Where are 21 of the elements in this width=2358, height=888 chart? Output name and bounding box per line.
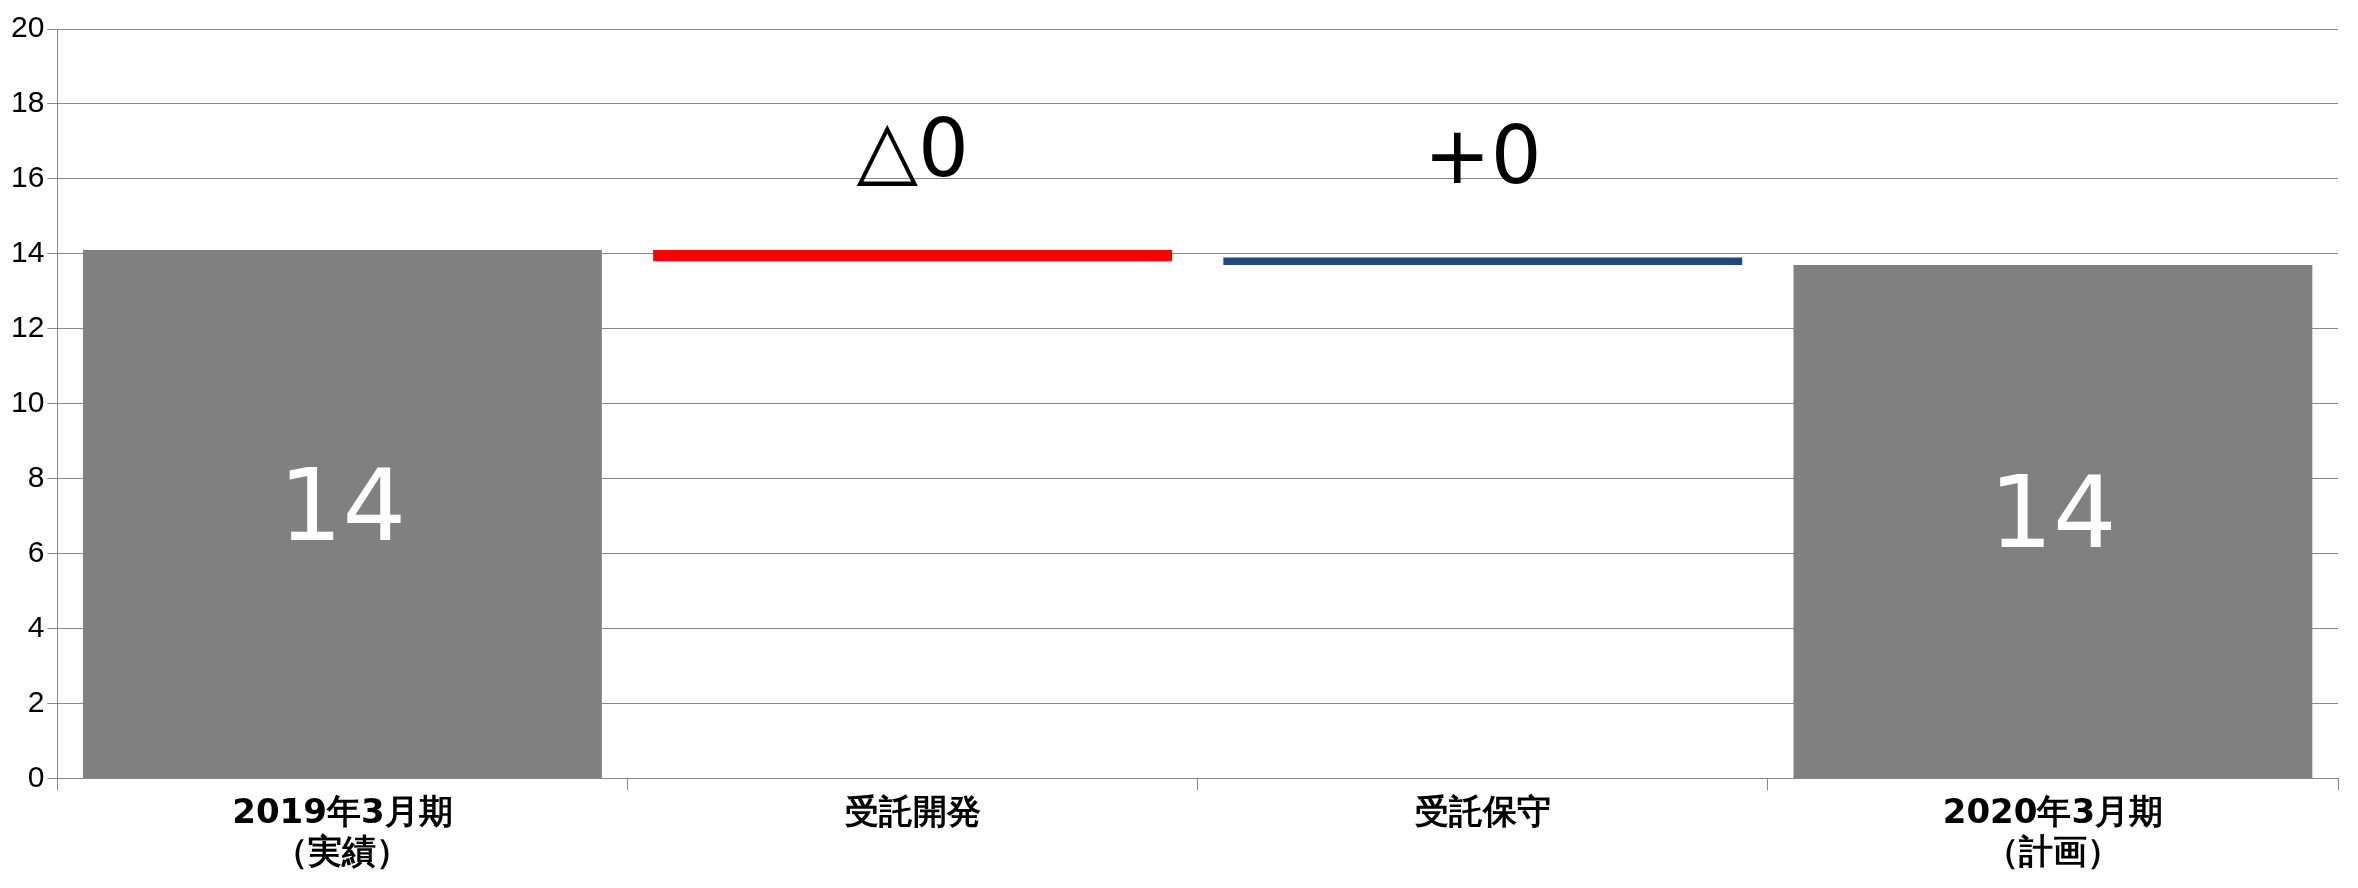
y-tick-label: 8 (27, 459, 45, 493)
data-label: △0 (856, 101, 969, 195)
y-tick-label: 20 (10, 10, 45, 44)
x-tick-label: 受託保守 (1414, 790, 1551, 831)
y-tick-label: 18 (10, 85, 45, 119)
data-label: +0 (1423, 109, 1542, 203)
y-tick-label: 6 (27, 534, 45, 568)
data-label: 14 (1989, 454, 2117, 572)
x-tick-label: 受託開発 (844, 790, 981, 831)
x-tick-label: 2019年3月期（実績） (232, 790, 453, 872)
y-tick-label: 12 (10, 310, 45, 344)
y-tick-label: 14 (10, 235, 45, 269)
bar (653, 250, 1173, 262)
y-tick-label: 10 (10, 384, 45, 418)
y-tick-label: 16 (10, 160, 45, 194)
bar (1223, 257, 1743, 266)
y-tick-label: 0 (27, 759, 45, 793)
data-label: 14 (278, 446, 407, 564)
x-tick-label: 2020年3月期（計画） (1942, 790, 2164, 872)
y-tick-label: 4 (27, 609, 45, 643)
y-tick-label: 2 (27, 684, 45, 718)
